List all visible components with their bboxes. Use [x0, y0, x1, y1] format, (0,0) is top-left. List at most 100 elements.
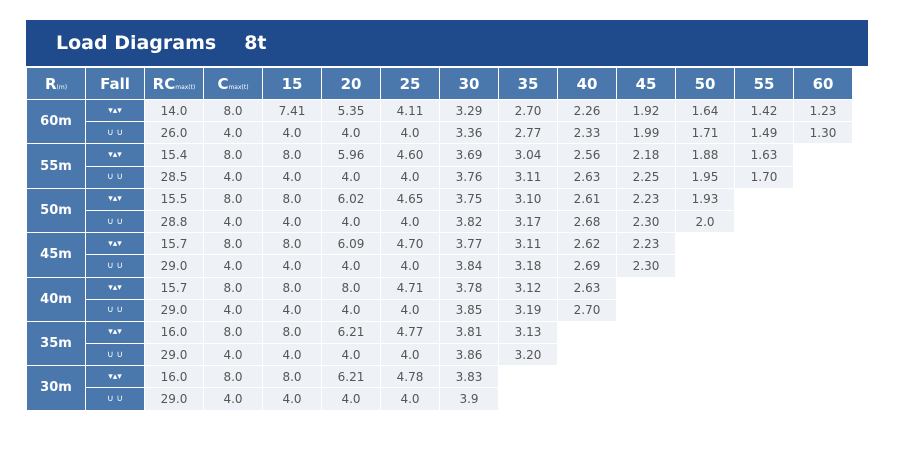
- empty-cell: [794, 388, 852, 409]
- load-value-cell: 4.0: [263, 344, 321, 366]
- load-value-cell: 3.76: [440, 166, 498, 188]
- load-value-cell: 8.0: [322, 277, 380, 299]
- empty-cell: [735, 211, 793, 232]
- c-cell: 8.0: [204, 366, 262, 388]
- two-fall-hook-icon: ∪ ∪: [86, 122, 144, 144]
- c-cell: 8.0: [204, 100, 262, 122]
- load-value-cell: 2.30: [617, 210, 675, 233]
- four-fall-hook-icon: ▾▴▾: [86, 233, 144, 255]
- load-value-cell: 4.0: [381, 166, 439, 188]
- empty-cell: [735, 278, 793, 299]
- radius-cell: 40m: [27, 277, 85, 321]
- table-row: ∪ ∪ 29.0 4.0 4.0 4.0 4.0 3.84 3.18 2.69 2.30: [27, 255, 852, 277]
- empty-cell: [617, 322, 675, 343]
- load-value-cell: 3.69: [440, 144, 498, 166]
- header-row: R(m) Fall RCmax(t) Cmax(t) 15 20 25 30 35 40 4…: [27, 68, 852, 99]
- four-fall-hook-icon: ▾▴▾: [86, 144, 144, 166]
- load-value-cell: 3.12: [499, 277, 557, 299]
- empty-cell: [676, 255, 734, 276]
- empty-cell: [676, 233, 734, 254]
- empty-cell: [617, 388, 675, 409]
- load-value-cell: 2.77: [499, 122, 557, 144]
- load-value-cell: 1.63: [735, 144, 793, 166]
- table-row: 30m ▾▴▾ 16.0 8.0 8.0 6.21 4.78 3.83: [27, 366, 852, 410]
- empty-cell: [676, 388, 734, 409]
- load-value-cell: 8.0: [263, 144, 321, 166]
- load-value-cell: 3.11: [499, 233, 557, 255]
- header-distance: 35: [499, 68, 557, 99]
- empty-cell: [558, 388, 616, 409]
- empty-cell: [617, 366, 675, 387]
- empty-cell: [735, 255, 793, 276]
- load-value-cell: 4.60: [381, 144, 439, 166]
- c-cell: 8.0: [204, 233, 262, 255]
- empty-cell: [735, 366, 793, 387]
- load-value-cell: 5.96: [322, 144, 380, 166]
- load-value-cell: 6.09: [322, 233, 380, 255]
- c-cell: 4.0: [204, 299, 262, 321]
- header-distance: 55: [735, 68, 793, 99]
- table-row: ∪ ∪ 28.5 4.0 4.0 4.0 4.0 3.76 3.11 2.63 2.25 1.95 1…: [27, 166, 852, 188]
- load-value-cell: 2.25: [617, 166, 675, 188]
- load-value-cell: 4.0: [381, 255, 439, 277]
- empty-cell: [735, 189, 793, 210]
- table-row: ∪ ∪ 28.8 4.0 4.0 4.0 4.0 3.82 3.17 2.68 2.30 2.0: [27, 210, 852, 233]
- four-fall-hook-icon: ▾▴▾: [86, 321, 144, 344]
- rc-cell: 15.4: [145, 144, 203, 166]
- table-row: 45m ▾▴▾ 15.7 8.0 8.0 6.09 4.70 3.77 3.11 2.62 2.23: [27, 233, 852, 277]
- empty-cell: [794, 144, 852, 165]
- empty-cell: [617, 300, 675, 321]
- empty-cell: [735, 388, 793, 409]
- load-value-cell: 4.0: [263, 210, 321, 233]
- empty-cell: [794, 366, 852, 387]
- empty-cell: [794, 255, 852, 276]
- capacity-label: 8t: [244, 32, 267, 54]
- table-row: ∪ ∪ 26.0 4.0 4.0 4.0 4.0 3.36 2.77 2.33 1.99 1.71 1…: [27, 122, 852, 144]
- load-value-cell: 2.62: [558, 233, 616, 255]
- load-table: R(m) Fall RCmax(t) Cmax(t) 15 20 25 30 35 40 4…: [26, 67, 853, 411]
- four-fall-hook-icon: ▾▴▾: [86, 100, 144, 122]
- load-value-cell: 1.49: [735, 122, 793, 144]
- rc-cell: 16.0: [145, 366, 203, 388]
- load-value-cell: 3.36: [440, 122, 498, 144]
- load-value-cell: 4.0: [322, 255, 380, 277]
- load-value-cell: 1.23: [794, 100, 852, 122]
- load-value-cell: 4.0: [263, 166, 321, 188]
- load-value-cell: 3.9: [440, 388, 498, 410]
- load-value-cell: 3.86: [440, 344, 498, 366]
- load-value-cell: 4.0: [381, 122, 439, 144]
- radius-cell: 30m: [27, 366, 85, 410]
- radius-cell: 35m: [27, 321, 85, 366]
- load-value-cell: 4.0: [381, 299, 439, 321]
- load-value-cell: 4.0: [322, 210, 380, 233]
- load-value-cell: 1.42: [735, 100, 793, 122]
- rc-cell: 29.0: [145, 255, 203, 277]
- load-value-cell: 8.0: [263, 366, 321, 388]
- load-value-cell: 1.92: [617, 100, 675, 122]
- empty-cell: [794, 233, 852, 254]
- header-distance: 30: [440, 68, 498, 99]
- load-value-cell: 1.99: [617, 122, 675, 144]
- two-fall-hook-icon: ∪ ∪: [86, 344, 144, 366]
- load-value-cell: 2.61: [558, 188, 616, 210]
- load-value-cell: 8.0: [263, 277, 321, 299]
- load-value-cell: 3.85: [440, 299, 498, 321]
- load-value-cell: 2.23: [617, 233, 675, 255]
- load-value-cell: 6.21: [322, 321, 380, 344]
- rc-cell: 28.8: [145, 210, 203, 233]
- header-distance: 50: [676, 68, 734, 99]
- table-row: 55m ▾▴▾ 15.4 8.0 8.0 5.96 4.60 3.69 3.04 2.56 2.18…: [27, 144, 852, 188]
- load-value-cell: 7.41: [263, 100, 321, 122]
- two-fall-hook-icon: ∪ ∪: [86, 388, 144, 410]
- empty-cell: [617, 278, 675, 299]
- load-value-cell: 1.93: [676, 188, 734, 210]
- load-value-cell: 3.13: [499, 321, 557, 344]
- load-value-cell: 4.0: [381, 344, 439, 366]
- load-value-cell: 3.83: [440, 366, 498, 388]
- empty-cell: [558, 366, 616, 387]
- load-value-cell: 4.0: [322, 388, 380, 410]
- load-value-cell: 2.70: [558, 299, 616, 321]
- load-value-cell: 4.0: [381, 210, 439, 233]
- load-value-cell: 2.56: [558, 144, 616, 166]
- header-distance: 25: [381, 68, 439, 99]
